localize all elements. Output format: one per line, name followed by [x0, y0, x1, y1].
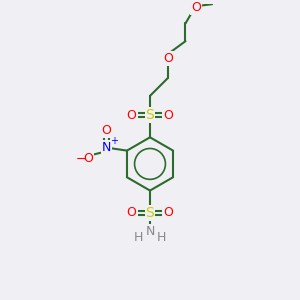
- Text: O: O: [127, 206, 136, 219]
- Text: O: O: [83, 152, 93, 164]
- Text: −: −: [75, 153, 86, 166]
- Text: S: S: [146, 108, 154, 122]
- Text: N: N: [101, 141, 111, 154]
- Text: O: O: [164, 109, 173, 122]
- Text: O: O: [101, 124, 111, 137]
- Text: O: O: [127, 109, 136, 122]
- Text: S: S: [146, 206, 154, 220]
- Text: N: N: [145, 226, 155, 238]
- Text: +: +: [110, 136, 118, 146]
- Text: H: H: [134, 231, 143, 244]
- Text: O: O: [163, 52, 173, 65]
- Text: O: O: [191, 1, 201, 13]
- Text: O: O: [164, 206, 173, 219]
- Text: H: H: [157, 231, 166, 244]
